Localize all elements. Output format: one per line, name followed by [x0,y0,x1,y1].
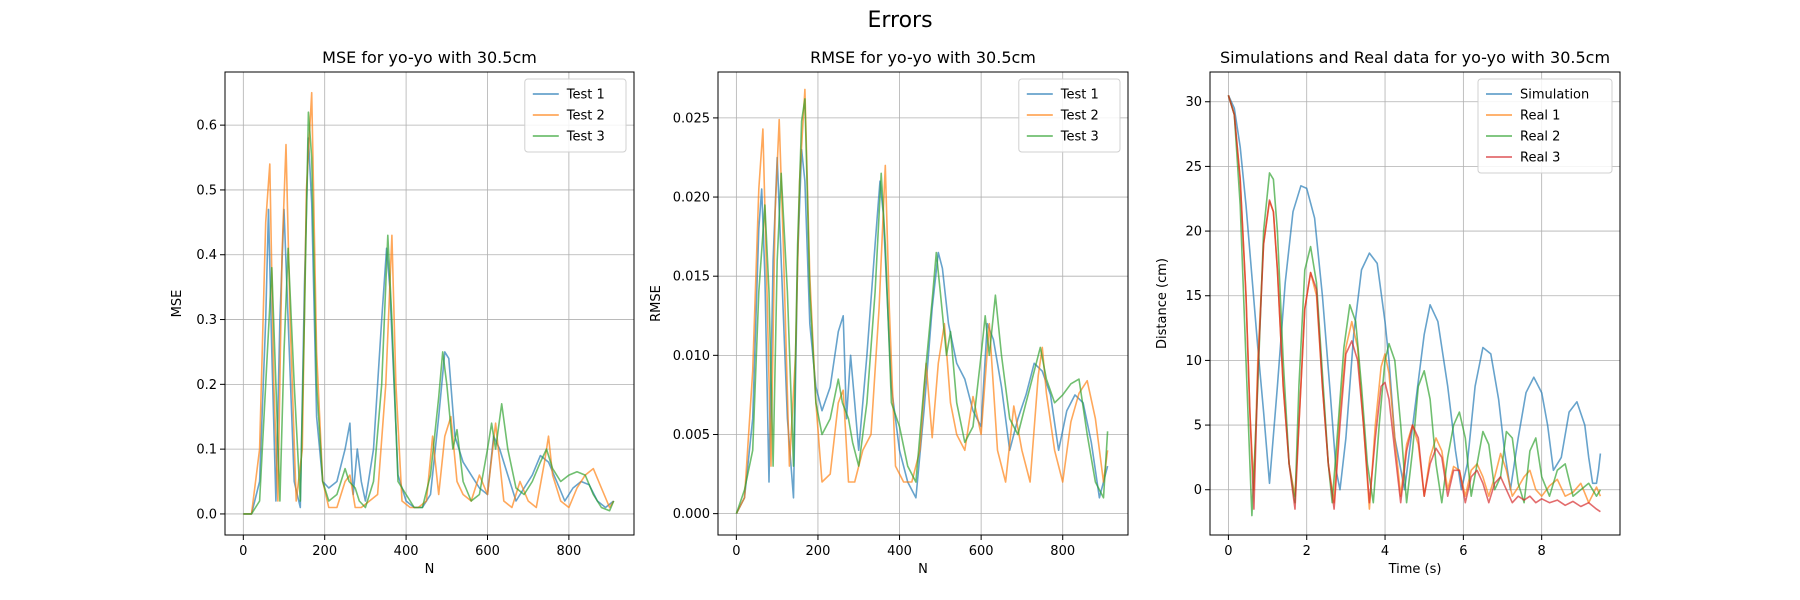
figure-title: Errors [867,8,932,33]
y-tick-label: 0 [1194,483,1202,498]
y-tick-label: 0.025 [673,111,710,126]
y-tick-label: 0.6 [196,119,217,134]
legend-label: Test 3 [566,130,605,145]
x-tick-label: 0 [732,544,740,559]
subplot-1: 0 200 400 600 800 0.0 0.1 0.2 0.3 0.4 0.5 0.6 MSE fo… [170,48,635,577]
legend-label: Test 2 [566,109,605,124]
y-tick-label: 15 [1185,289,1202,304]
subplot-2: 0 200 400 600 800 0.000 0.005 0.010 0.015 0.020 0.… [649,48,1129,577]
legend-label: Real 1 [1520,109,1560,124]
x-tick-label: 200 [806,544,831,559]
y-tick-label: 25 [1185,160,1202,175]
legend: Test 1 Test 2 Test 3 [524,78,627,153]
series-group [1227,94,1602,517]
legend-label: Test 1 [1060,88,1099,103]
subplot-title: Simulations and Real data for yo-yo with… [1220,48,1610,67]
axes-frame [224,71,635,536]
y-tick-label: 0.010 [673,349,710,364]
y-tick-label: 0.2 [196,378,217,393]
series-group [243,91,615,515]
x-tick-label: 2 [1303,544,1311,559]
x-tick-label: 200 [312,544,337,559]
series-line-4 [1227,95,1601,513]
y-tick-label: 30 [1185,95,1202,110]
legend-box [1018,78,1121,153]
y-axis-label: MSE [170,290,185,318]
y-tick-label: 0.005 [673,428,710,443]
y-tick-label: 0.1 [196,443,217,458]
x-tick-label: 0 [239,544,247,559]
legend: Test 1 Test 2 Test 3 [1018,78,1121,153]
y-tick-label: 0.000 [673,507,710,522]
legend-box [1477,78,1613,174]
series-line-2 [243,91,615,515]
y-tick-label: 0.020 [673,191,710,206]
y-tick-label: 0.015 [673,270,710,285]
y-tick-label: 0.4 [196,248,217,263]
x-axis-label: N [918,562,928,577]
legend-label: Test 1 [566,88,605,103]
series-line-3 [735,98,1109,514]
subplot-title: RMSE for yo-yo with 30.5cm [810,48,1036,67]
y-tick-label: 0.0 [196,507,217,522]
x-tick-label: 800 [556,544,581,559]
legend-label: Real 2 [1520,130,1560,145]
legend-label: Test 3 [1060,130,1099,145]
axes-frame [717,71,1129,536]
x-axis-label: N [425,562,435,577]
series-line-2 [735,88,1109,514]
y-tick-label: 0.5 [196,183,217,198]
legend: Simulation Real 1 Real 2 Real 3 [1477,78,1613,174]
series-group [735,88,1109,514]
y-tick-label: 20 [1185,225,1202,240]
x-tick-label: 6 [1459,544,1467,559]
legend-label: Test 2 [1060,109,1099,124]
x-tick-label: 0 [1224,544,1232,559]
series-line-1 [1227,94,1602,491]
legend-box [524,78,627,153]
y-tick-label: 0.3 [196,313,217,328]
x-tick-label: 400 [887,544,912,559]
x-tick-label: 600 [475,544,500,559]
x-tick-label: 600 [969,544,994,559]
axes-frame [1209,71,1621,536]
x-tick-label: 8 [1538,544,1546,559]
y-axis-label: RMSE [649,285,664,322]
series-line-3 [1227,95,1602,517]
y-tick-label: 10 [1185,354,1202,369]
x-tick-label: 4 [1381,544,1389,559]
x-tick-label: 400 [394,544,419,559]
legend-label: Simulation [1520,88,1589,103]
y-axis-label: Distance (cm) [1155,258,1170,349]
subplot-3: 0 2 4 6 8 0 5 10 15 20 25 30 Simulations and Real da… [1155,48,1621,577]
y-tick-label: 5 [1194,419,1202,434]
x-axis-label: Time (s) [1388,562,1442,577]
x-tick-label: 800 [1050,544,1075,559]
series-line-3 [243,111,615,515]
subplot-title: MSE for yo-yo with 30.5cm [322,48,537,67]
legend-label: Real 3 [1520,151,1560,166]
